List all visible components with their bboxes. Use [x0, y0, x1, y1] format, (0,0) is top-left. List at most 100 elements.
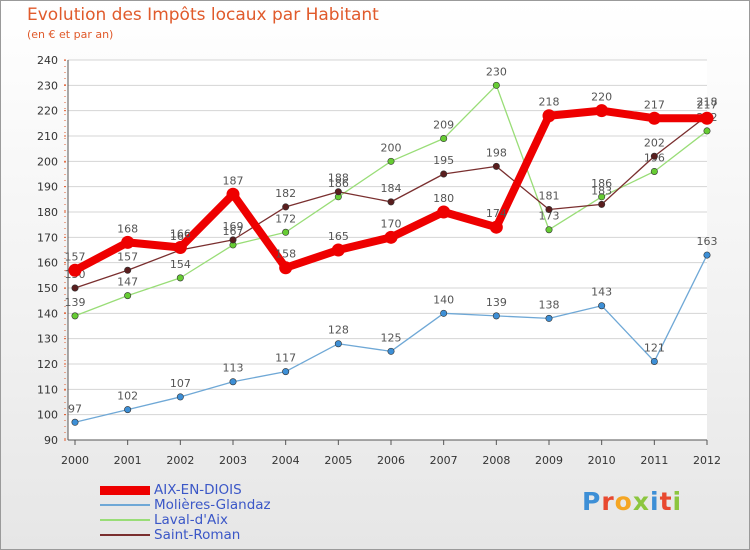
data-point	[598, 302, 606, 310]
data-label: 121	[644, 341, 665, 354]
data-point	[650, 167, 658, 175]
data-point	[440, 309, 448, 317]
data-label: 230	[486, 65, 507, 78]
y-tick-label: 240	[37, 54, 58, 67]
data-point	[387, 157, 395, 165]
data-point	[176, 393, 184, 401]
data-point	[650, 357, 658, 365]
data-label: 165	[328, 230, 349, 243]
data-point	[489, 220, 503, 234]
data-point	[334, 188, 342, 196]
data-label: 143	[591, 286, 612, 299]
data-label: 128	[328, 324, 349, 337]
data-label: 154	[170, 258, 191, 271]
data-label: 186	[328, 177, 349, 190]
data-label: 157	[65, 250, 86, 263]
data-point	[647, 111, 661, 125]
legend-swatch	[100, 504, 150, 506]
data-label: 173	[539, 210, 560, 223]
data-point	[492, 312, 500, 320]
y-tick-label: 200	[37, 155, 58, 168]
x-tick-label: 2011	[640, 454, 668, 467]
data-label: 209	[433, 119, 454, 132]
logo-letter: r	[601, 487, 615, 516]
x-tick-label: 2002	[166, 454, 194, 467]
logo-letter: t	[659, 487, 673, 516]
data-label: 102	[117, 390, 138, 403]
y-tick-label: 160	[37, 257, 58, 270]
data-label: 218	[539, 96, 560, 109]
x-tick-label: 2001	[114, 454, 142, 467]
data-label: 172	[275, 212, 296, 225]
data-point	[71, 418, 79, 426]
data-point	[703, 251, 711, 259]
y-tick-label: 100	[37, 409, 58, 422]
data-label: 220	[591, 91, 612, 104]
legend-label: Saint-Roman	[154, 527, 241, 543]
legend-swatch	[100, 485, 150, 495]
data-label: 184	[381, 182, 402, 195]
data-point	[387, 347, 395, 355]
data-point	[545, 205, 553, 213]
x-tick-label: 2005	[324, 454, 352, 467]
logo-letter: P	[582, 487, 602, 516]
data-point	[176, 274, 184, 282]
y-tick-label: 170	[37, 231, 58, 244]
y-tick-label: 90	[44, 434, 58, 447]
data-label: 157	[117, 250, 138, 263]
data-point	[703, 127, 711, 135]
data-point	[542, 109, 556, 123]
data-point	[71, 312, 79, 320]
x-tick-label: 2010	[588, 454, 616, 467]
data-point	[440, 135, 448, 143]
data-label: 202	[644, 136, 665, 149]
data-label: 200	[381, 141, 402, 154]
data-label: 195	[433, 154, 454, 167]
data-label: 183	[591, 184, 612, 197]
data-point	[124, 292, 132, 300]
logo-letter: o	[614, 487, 633, 516]
data-point	[545, 314, 553, 322]
data-point	[71, 284, 79, 292]
y-tick-label: 220	[37, 105, 58, 118]
data-label: 169	[223, 220, 244, 233]
data-point	[545, 226, 553, 234]
data-label: 217	[644, 98, 665, 111]
data-point	[700, 111, 714, 125]
data-label: 166	[170, 227, 191, 240]
x-tick-label: 2009	[535, 454, 563, 467]
data-point	[282, 203, 290, 211]
y-tick-label: 110	[37, 383, 58, 396]
data-label: 167	[223, 225, 244, 238]
data-point	[437, 205, 451, 219]
data-label: 174	[486, 207, 507, 220]
data-point	[384, 230, 398, 244]
data-point	[387, 198, 395, 206]
data-point	[68, 263, 82, 277]
y-tick-label: 210	[37, 130, 58, 143]
data-label: 113	[223, 362, 244, 375]
data-point	[331, 243, 345, 257]
data-point	[282, 228, 290, 236]
data-point	[226, 187, 240, 201]
y-tick-label: 150	[37, 282, 58, 295]
data-point	[229, 236, 237, 244]
x-tick-label: 2000	[61, 454, 89, 467]
data-label: 125	[381, 331, 402, 344]
data-label: 139	[65, 296, 86, 309]
x-tick-label: 2003	[219, 454, 247, 467]
data-label: 163	[697, 235, 718, 248]
logo-letter: x	[632, 487, 650, 516]
data-point	[492, 81, 500, 89]
data-point	[279, 261, 293, 275]
data-label: 107	[170, 377, 191, 390]
data-label: 182	[275, 187, 296, 200]
data-point	[598, 193, 606, 201]
y-tick-label: 130	[37, 333, 58, 346]
plot-area	[68, 60, 707, 440]
x-tick-label: 2006	[377, 454, 405, 467]
logo-letter: i	[672, 487, 683, 516]
data-label: 187	[223, 174, 244, 187]
data-label: 180	[433, 192, 454, 205]
